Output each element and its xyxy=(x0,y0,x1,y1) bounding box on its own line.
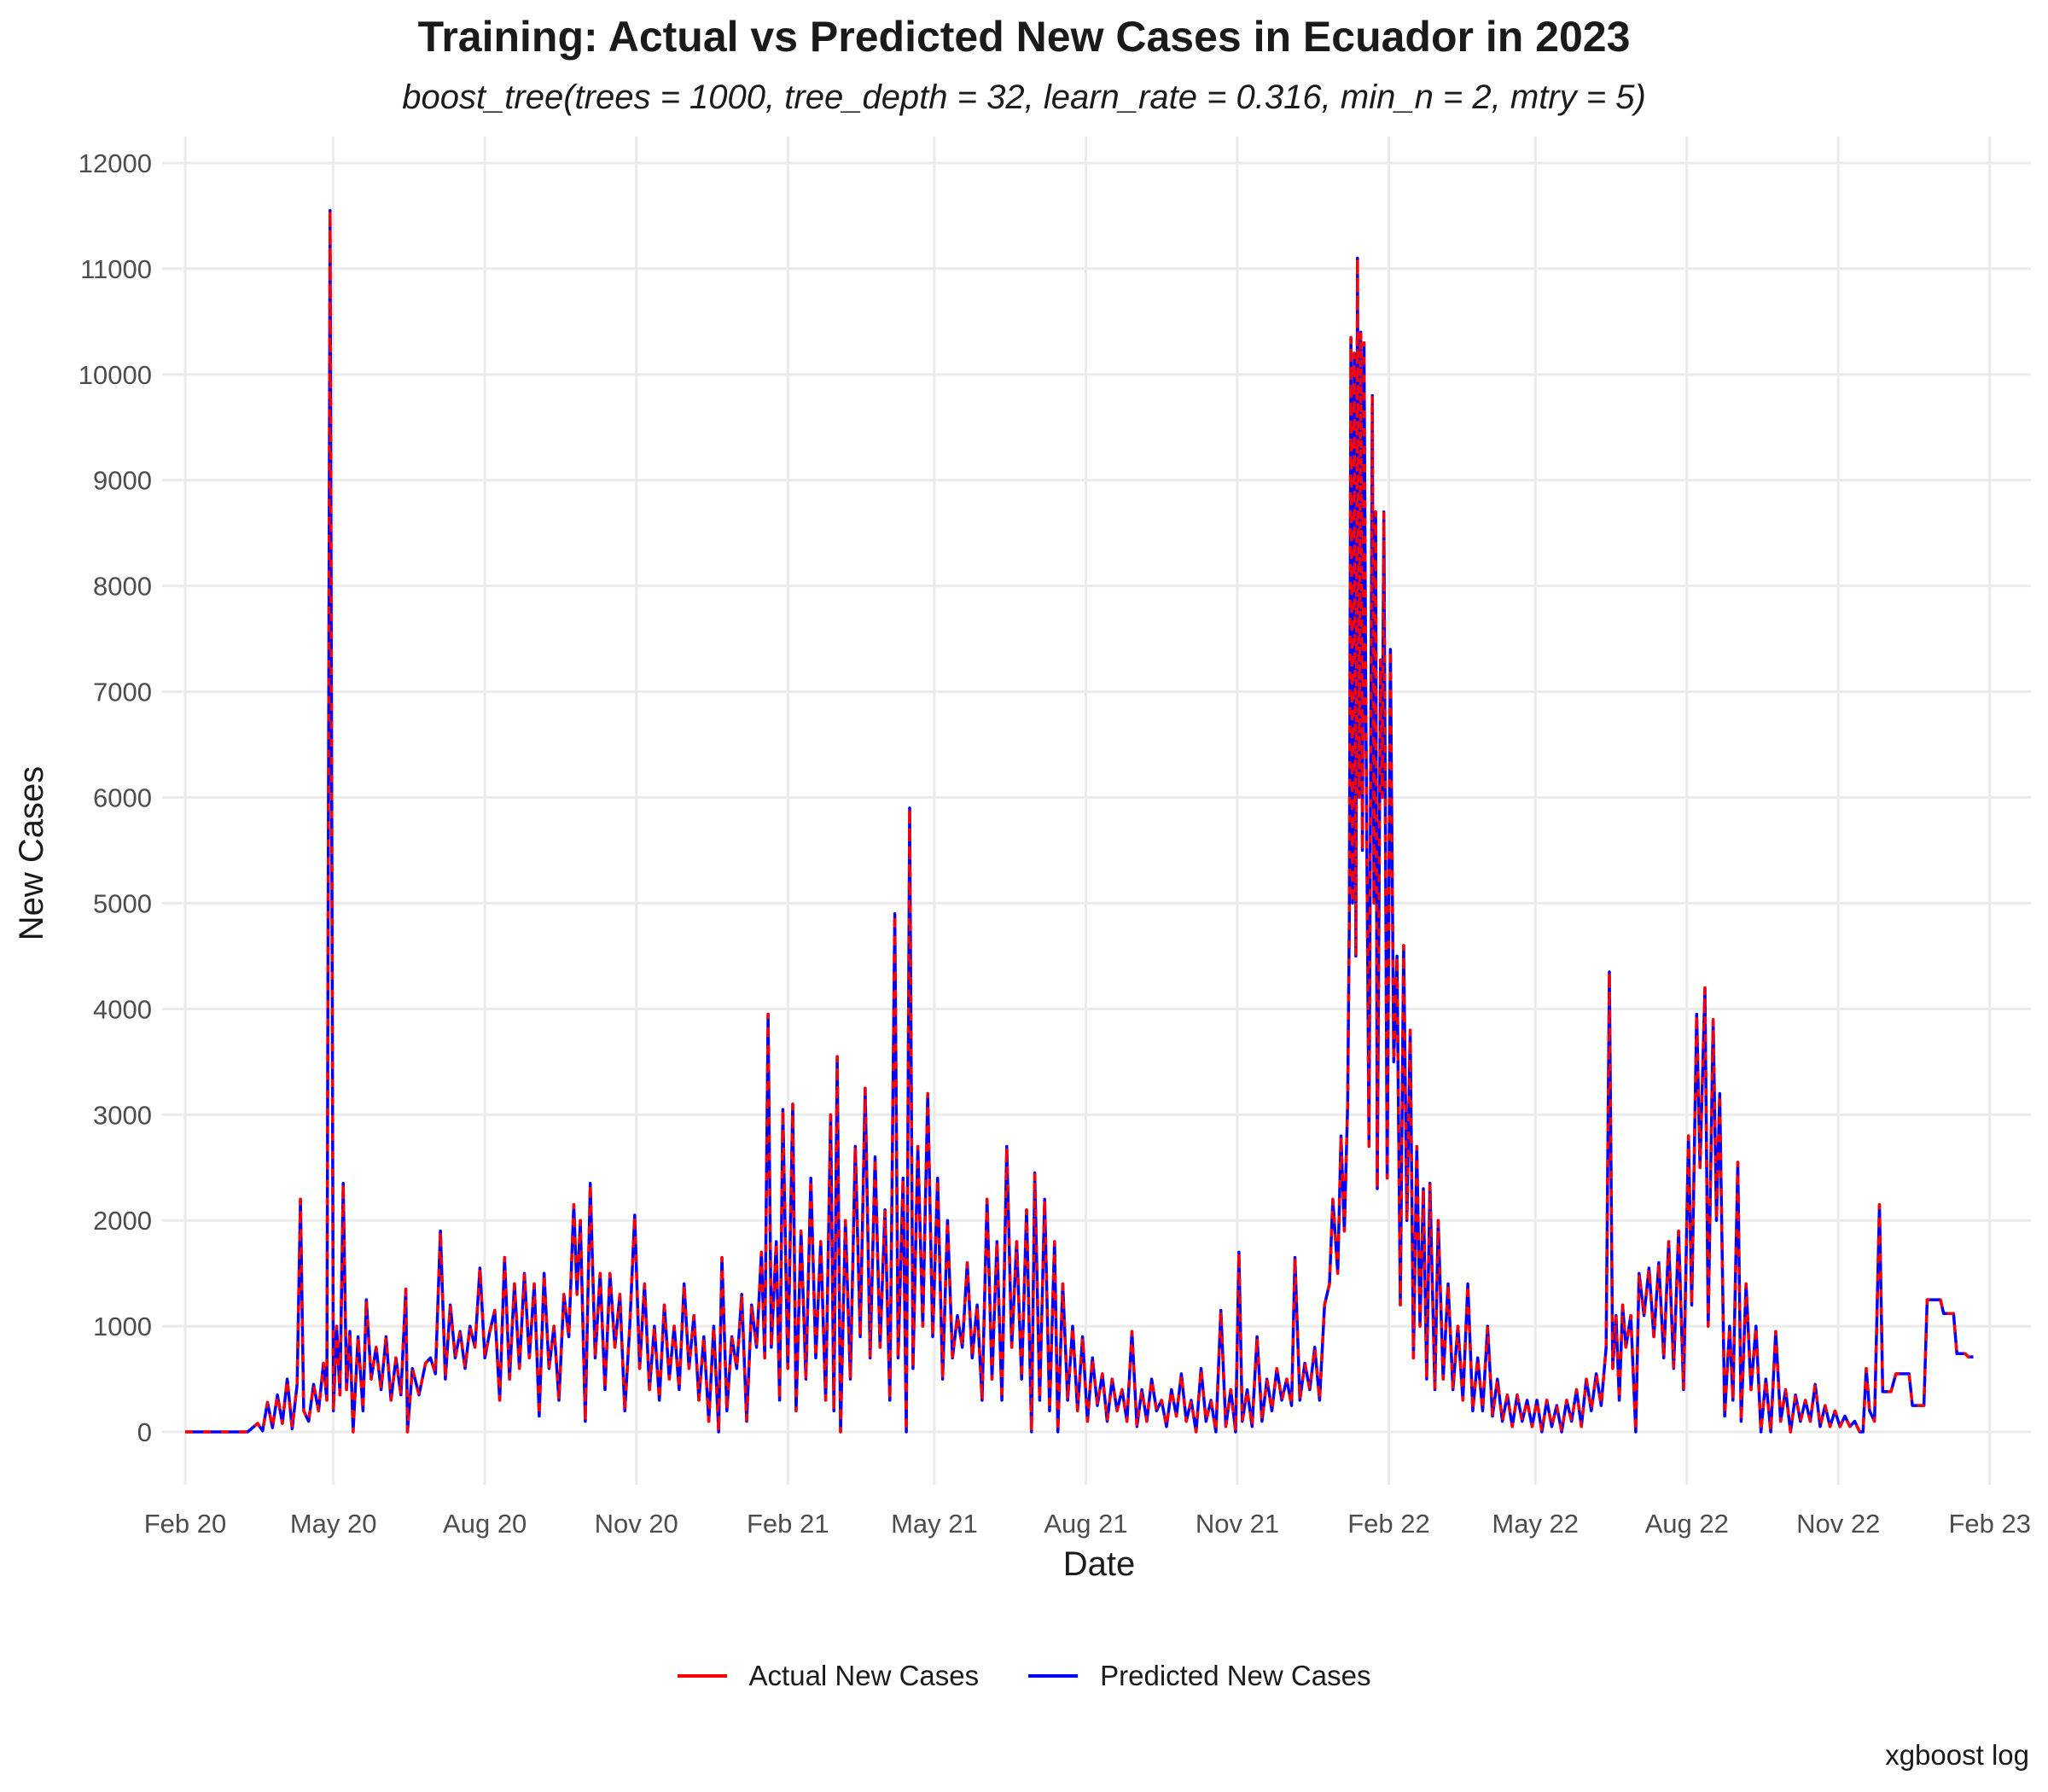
chart-title: Training: Actual vs Predicted New Cases … xyxy=(417,13,1631,61)
y-tick-label: 7000 xyxy=(93,678,152,707)
y-tick-label: 11000 xyxy=(80,254,152,284)
x-tick-label: Aug 20 xyxy=(443,1509,527,1539)
y-tick-label: 1000 xyxy=(93,1312,152,1341)
x-tick-label: Feb 22 xyxy=(1347,1509,1430,1539)
legend-item-predicted: Predicted New Cases xyxy=(1028,1660,1370,1692)
legend: Actual New Cases Predicted New Cases xyxy=(0,1660,2048,1692)
y-tick-label: 12000 xyxy=(79,148,152,178)
x-tick-label: Feb 21 xyxy=(747,1509,829,1539)
y-tick-label: 10000 xyxy=(79,360,152,390)
y-tick-label: 8000 xyxy=(93,572,152,602)
x-tick-label: May 22 xyxy=(1492,1509,1579,1539)
y-tick-label: 4000 xyxy=(93,994,152,1024)
x-tick-label: Nov 21 xyxy=(1196,1509,1279,1539)
x-tick-label: Nov 22 xyxy=(1796,1509,1880,1539)
x-tick-label: Aug 22 xyxy=(1645,1509,1729,1539)
x-axis-ticks: Feb 20 May 20 Aug 20 Nov 20 Feb 21 May 21 Aug … xyxy=(144,1509,2031,1539)
y-tick-label: 0 xyxy=(137,1417,152,1447)
x-tick-label: May 21 xyxy=(891,1509,978,1539)
x-tick-label: Feb 23 xyxy=(1949,1509,2032,1539)
legend-item-actual: Actual New Cases xyxy=(677,1660,980,1692)
x-tick-label: Aug 21 xyxy=(1044,1509,1127,1539)
y-tick-label: 9000 xyxy=(93,466,152,496)
x-axis-label: Date xyxy=(1063,1545,1136,1583)
x-tick-label: Nov 20 xyxy=(595,1509,678,1539)
caption: xgboost log xyxy=(1885,1739,2029,1771)
y-tick-label: 3000 xyxy=(93,1100,152,1130)
x-tick-label: Feb 20 xyxy=(144,1509,227,1539)
y-axis-ticks: 0 1000 2000 3000 4000 5000 6000 7000 8000 9000 100… xyxy=(79,148,152,1447)
series-line-actual xyxy=(185,208,1974,1434)
series-line-predicted xyxy=(185,208,1974,1434)
series-lines xyxy=(185,208,1974,1434)
chart-subtitle: boost_tree(trees = 1000, tree_depth = 32… xyxy=(402,79,1646,116)
legend-label-predicted: Predicted New Cases xyxy=(1100,1660,1371,1691)
y-axis-label: New Cases xyxy=(13,766,50,941)
legend-key-predicted xyxy=(1028,1674,1079,1678)
y-tick-label: 5000 xyxy=(93,888,152,918)
legend-label-actual: Actual New Cases xyxy=(748,1660,980,1691)
legend-key-actual xyxy=(677,1674,727,1678)
y-tick-label: 2000 xyxy=(93,1206,152,1236)
x-tick-label: May 20 xyxy=(290,1509,377,1539)
y-tick-label: 6000 xyxy=(93,783,152,813)
